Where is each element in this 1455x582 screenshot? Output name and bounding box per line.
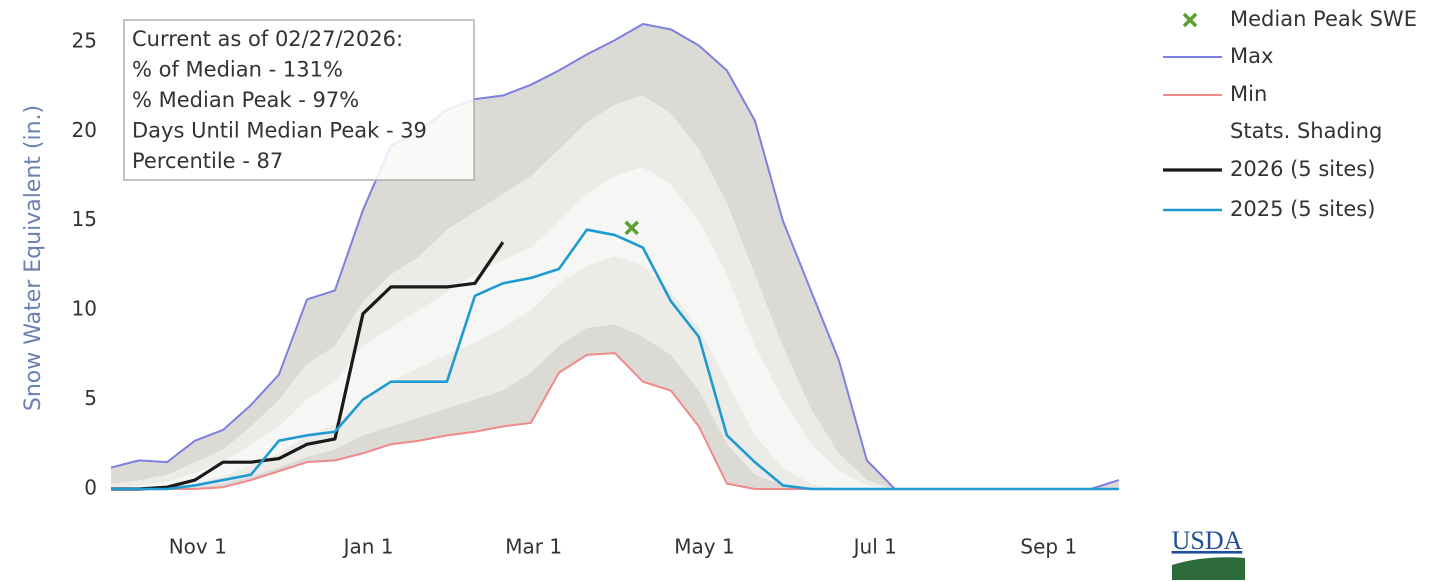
y-axis-label: Snow Water Equivalent (in.) [21, 105, 46, 411]
logo-swoosh [1172, 557, 1245, 580]
median-peak-marker [624, 220, 639, 236]
x-tick-label: Sep 1 [1020, 535, 1077, 559]
series-line [111, 241, 505, 491]
x-tick-label: Mar 1 [505, 535, 562, 559]
annotation-line: Percentile - 87 [132, 149, 283, 173]
x-tick-label: Jul 1 [852, 535, 897, 559]
y-tick-label: 15 [72, 207, 97, 231]
logo: USDA [1172, 526, 1243, 555]
annotation-line: Days Until Median Peak - 39 [132, 119, 427, 143]
legend-label: Median Peak SWE [1230, 7, 1417, 31]
legend-label: 2025 (5 sites) [1230, 197, 1375, 221]
legend-label: Max [1230, 44, 1273, 68]
legend-marker [1182, 12, 1198, 28]
y-tick-label: 5 [84, 386, 97, 410]
legend-label: Stats. Shading [1230, 119, 1382, 143]
x-tick-label: Jan 1 [342, 535, 394, 559]
series-line [111, 228, 1119, 491]
x-tick-label: May 1 [674, 535, 734, 559]
stats-shading [111, 167, 1119, 490]
x-tick-label: Nov 1 [169, 535, 227, 559]
legend-label: 2026 (5 sites) [1230, 157, 1375, 181]
y-tick-label: 25 [72, 28, 97, 52]
annotation-line: % Median Peak - 97% [132, 88, 359, 112]
legend-label: Min [1230, 82, 1267, 106]
annotation-line: % of Median - 131% [132, 58, 343, 82]
annotation-line: Current as of 02/27/2026: [132, 27, 403, 51]
y-tick-label: 10 [72, 297, 97, 321]
y-tick-label: 20 [72, 118, 97, 142]
annotation-box [123, 19, 475, 181]
y-tick-label: 0 [84, 476, 97, 500]
